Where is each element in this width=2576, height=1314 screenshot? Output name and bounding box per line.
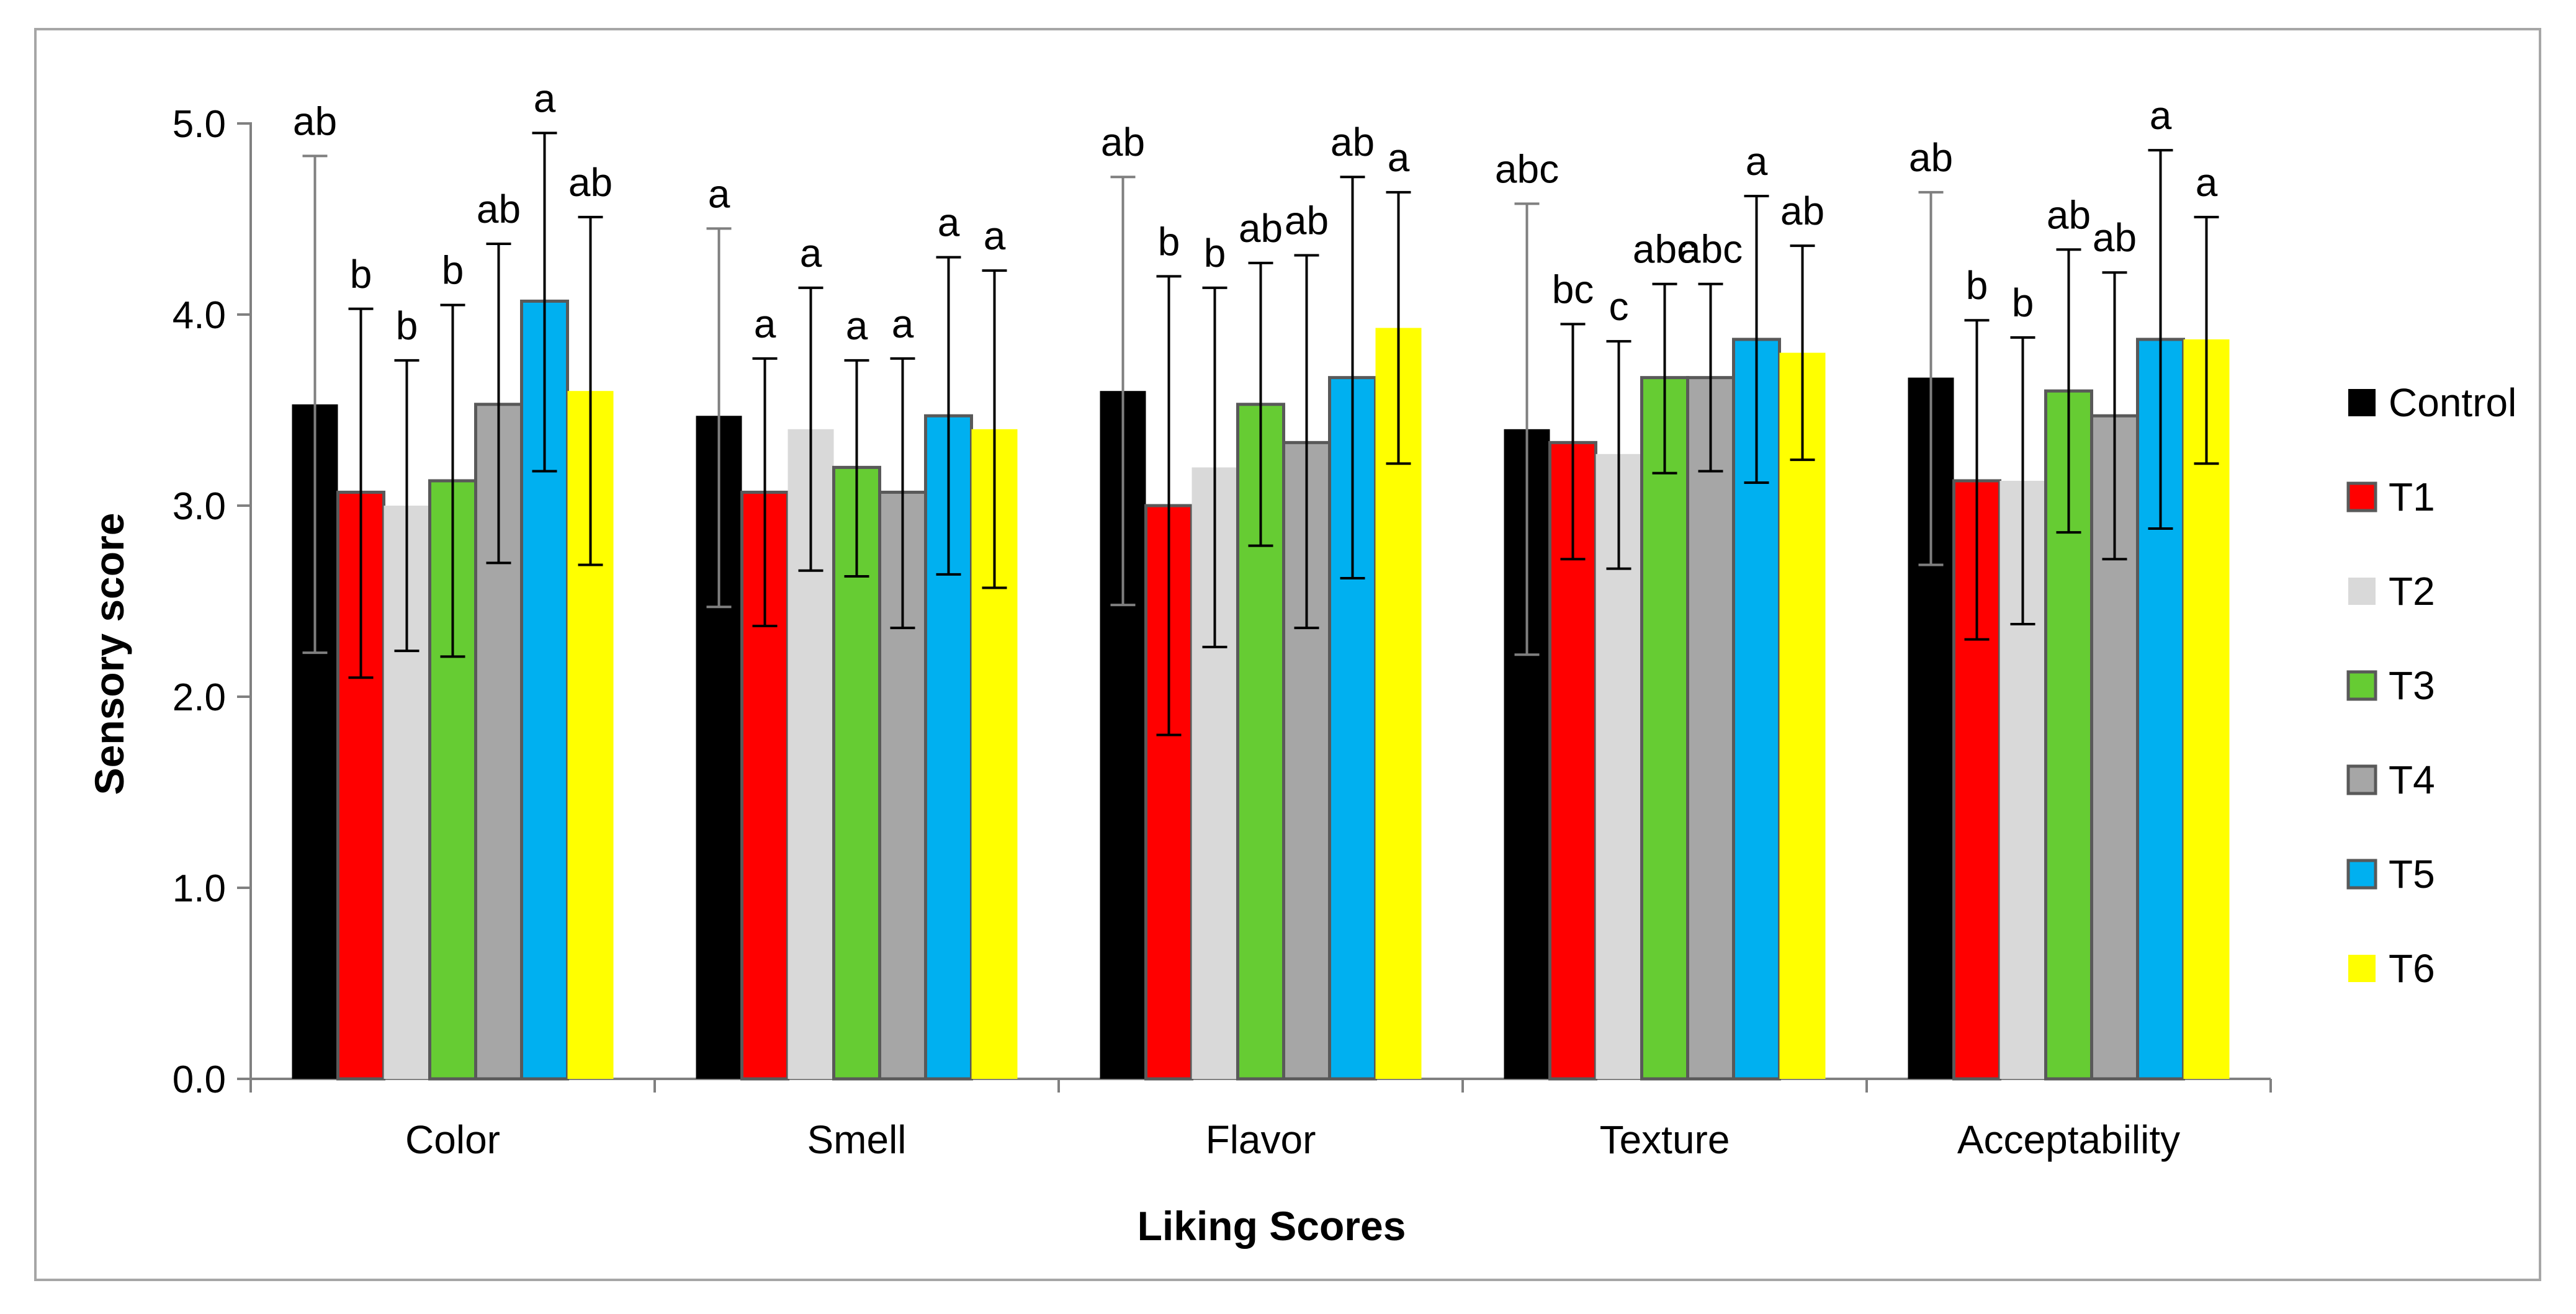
y-tick-label: 2.0 [173, 676, 226, 719]
y-tick-label: 1.0 [173, 867, 226, 910]
significance-letter: a [1746, 139, 1768, 184]
bar-t4-texture [1686, 376, 1735, 1081]
bar-t6-texture [1779, 352, 1826, 1079]
bar-t3-color [428, 479, 477, 1081]
significance-letter: abc [1679, 227, 1743, 272]
x-category-label: Flavor [1206, 1117, 1316, 1162]
significance-letter: b [1158, 219, 1180, 264]
legend-label-t5: T5 [2389, 852, 2435, 896]
significance-letter: ab [293, 99, 337, 143]
significance-letter: a [1388, 135, 1410, 180]
significance-letter: a [754, 302, 776, 346]
significance-letter: b [2012, 280, 2034, 325]
x-category-label: Texture [1600, 1117, 1730, 1162]
significance-letter: a [938, 200, 960, 245]
bar-t3-texture [1640, 376, 1689, 1081]
significance-letter: b [1966, 263, 1988, 308]
significance-letter: bc [1552, 267, 1594, 311]
bar-chart: 0.0 1.0 2.0 3.0 4.0 5.0 Color Smell Flavor Textur… [86, 76, 2516, 1249]
significance-letter: ab [1101, 120, 1145, 164]
legend-label-t1: T1 [2389, 475, 2435, 519]
legend-swatch-t2 [2348, 578, 2376, 605]
legend-swatch-t5 [2346, 859, 2377, 890]
significance-letter: a [708, 171, 730, 216]
significance-letter: ab [1909, 135, 1953, 180]
significance-letter: abc [1495, 146, 1559, 191]
legend-label-t3: T3 [2389, 663, 2435, 708]
y-tick-label: 3.0 [173, 485, 226, 528]
significance-letter: ab [1331, 120, 1375, 164]
error-bars [302, 132, 2219, 736]
significance-letter: b [350, 252, 372, 297]
significance-letter: abc [1633, 227, 1697, 272]
y-axis-title: Sensory score [86, 513, 132, 795]
y-tick-label: 0.0 [173, 1058, 226, 1101]
axis-labels: Liking Scores Sensory score [86, 513, 1406, 1249]
significance-letter: a [534, 76, 556, 120]
significance-letter: ab [568, 160, 613, 205]
bar-t5-smell [924, 414, 973, 1081]
x-category-label: Smell [807, 1117, 906, 1162]
y-tick-label: 4.0 [173, 294, 226, 337]
legend-swatch-t6 [2348, 955, 2376, 982]
significance-letter: a [2150, 93, 2172, 138]
legend: Control T1 T2 T3 T4 T5 T6 [2346, 380, 2516, 991]
significance-letter: ab [2047, 192, 2091, 237]
significance-letter: ab [1780, 189, 1824, 233]
x-category-label: Acceptability [1957, 1117, 2180, 1162]
significance-letter: ab [2093, 215, 2137, 260]
y-tick-label: 5.0 [173, 103, 226, 146]
legend-swatch-t1 [2346, 481, 2377, 512]
significance-letter: b [1204, 231, 1226, 275]
x-axis-title: Liking Scores [1138, 1203, 1406, 1249]
significance-letter: c [1609, 284, 1629, 329]
significance-letter: a [892, 302, 914, 346]
legend-label-t4: T4 [2389, 758, 2435, 802]
significance-letter: ab [477, 187, 521, 231]
axes: 0.0 1.0 2.0 3.0 4.0 5.0 Color Smell Flavor Textur… [173, 103, 2272, 1162]
bar-t4-acceptability [2090, 414, 2139, 1081]
chart-frame: 0.0 1.0 2.0 3.0 4.0 5.0 Color Smell Flavor Textur… [34, 28, 2541, 1281]
legend-swatch-t4 [2346, 764, 2377, 795]
x-category-label: Color [405, 1117, 500, 1162]
legend-swatch-control [2348, 389, 2376, 416]
significance-letter: ab [1239, 206, 1283, 251]
legend-swatch-t3 [2346, 670, 2377, 701]
significance-letter: a [2196, 160, 2218, 205]
legend-label-t6: T6 [2389, 946, 2435, 991]
significance-letter: a [846, 303, 868, 348]
legend-label-t2: T2 [2389, 569, 2435, 614]
significance-letter: a [984, 213, 1006, 258]
significance-letter: b [396, 303, 418, 348]
significance-letter: ab [1285, 199, 1329, 243]
significance-letter: b [442, 248, 464, 293]
significance-letter: a [800, 231, 822, 275]
legend-label-control: Control [2389, 380, 2516, 425]
